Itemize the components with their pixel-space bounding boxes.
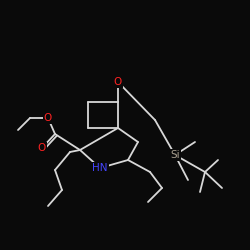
Text: HN: HN — [92, 163, 108, 173]
Text: Si: Si — [170, 150, 180, 160]
Text: O: O — [44, 113, 52, 123]
Text: O: O — [38, 143, 46, 153]
Text: O: O — [114, 77, 122, 87]
